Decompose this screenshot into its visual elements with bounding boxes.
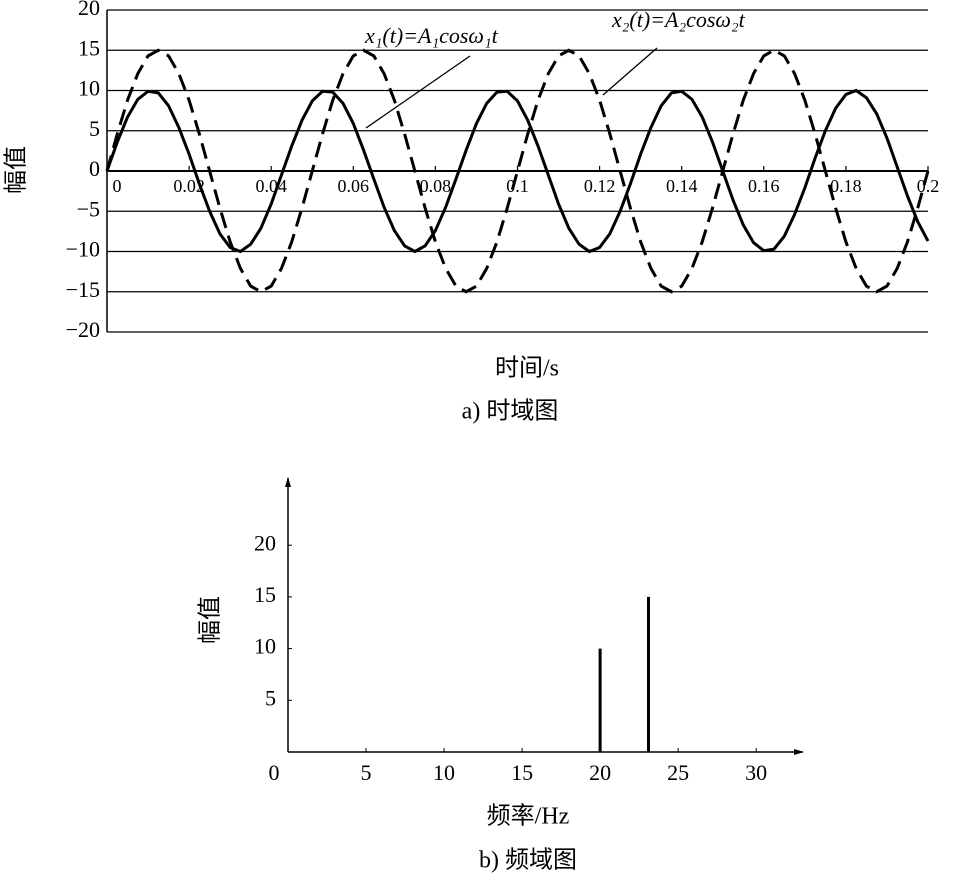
x-tick-label: 0.06 <box>338 176 370 196</box>
y-tick-label: 20 <box>254 530 276 555</box>
x-tick-label: 5 <box>361 760 372 785</box>
y-tick-label: 5 <box>89 116 100 141</box>
y-tick-label: −10 <box>66 237 100 262</box>
x-tick-label: 0.12 <box>584 176 616 196</box>
y-tick-label: 0 <box>89 156 100 181</box>
series-line <box>105 88 930 254</box>
y-tick-label: 15 <box>254 582 276 607</box>
annotation: x₂(t)=A₂cosω₂t <box>611 7 746 32</box>
caption: b) 频域图 <box>479 847 577 874</box>
caption: a) 时域图 <box>462 398 559 425</box>
x-tick-label: 15 <box>511 760 533 785</box>
x-tick-label: 0.2 <box>917 176 940 196</box>
x-tick-label: 0.1 <box>506 176 529 196</box>
x-tick-label: 0 <box>113 176 122 196</box>
x-axis-label: 时间/s <box>495 355 559 382</box>
y-tick-label: 20 <box>78 0 100 20</box>
y-axis-label: 幅值 <box>197 596 224 644</box>
x-tick-label: 20 <box>589 760 611 785</box>
y-tick-label: 10 <box>78 76 100 101</box>
y-tick-label: −5 <box>77 196 100 221</box>
y-tick-label: 15 <box>78 35 100 60</box>
x-tick-label: 0.08 <box>420 176 452 196</box>
y-tick-label: 5 <box>265 685 276 710</box>
leader-line <box>602 47 658 96</box>
x-tick-label: 0.14 <box>666 176 698 196</box>
y-tick-label: −20 <box>66 317 100 342</box>
annotation: x₁(t)=A₁cosω₁t <box>364 23 499 48</box>
x-axis-label: 频率/Hz <box>487 803 570 830</box>
x-tick-label: 0.18 <box>830 176 862 196</box>
leader-line <box>365 55 471 129</box>
y-tick-label: −15 <box>66 277 100 302</box>
x-tick-label: 10 <box>433 760 455 785</box>
y-tick-label: 10 <box>254 634 276 659</box>
x-tick-label: 0.04 <box>255 176 287 196</box>
x-tick-label: 25 <box>667 760 689 785</box>
x-tick-label: 30 <box>745 760 767 785</box>
x-tick-label: 0 <box>269 760 280 785</box>
x-tick-label: 0.16 <box>748 176 780 196</box>
y-axis-label: 幅值 <box>3 146 30 194</box>
